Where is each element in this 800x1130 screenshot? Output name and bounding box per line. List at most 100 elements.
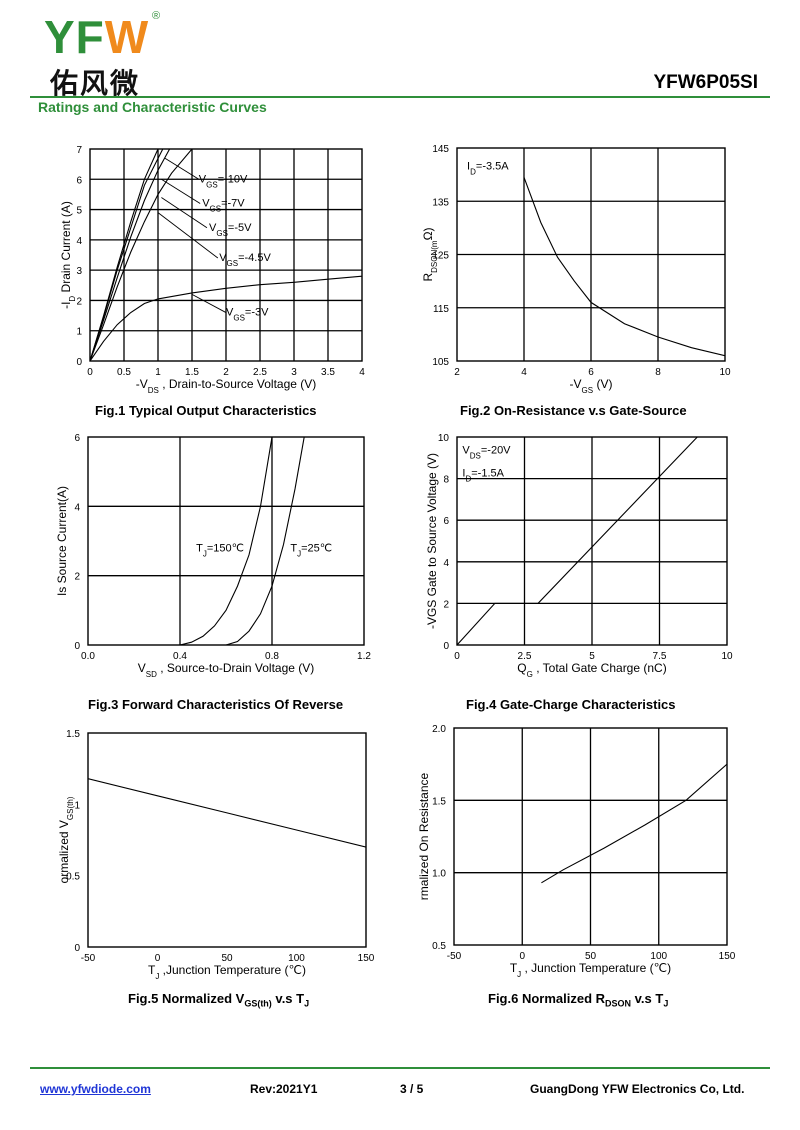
fig6-x-tick-label: 50 (585, 951, 597, 962)
fig1-plot-frame (89, 148, 363, 362)
fig1-series-line (90, 149, 171, 361)
fig4-x-tick-label: 7.5 (653, 651, 667, 662)
fig6-x-tick-label: 100 (650, 951, 667, 962)
fig4-y-tick-label: 0 (443, 641, 449, 652)
fig1-y-axis-label: -ID Drain Current (A) (59, 201, 77, 309)
fig5-y-tick-label: 1.5 (66, 729, 80, 740)
footer-divider (30, 1067, 770, 1069)
fig6-x-tick-label: -50 (447, 951, 462, 962)
fig1-x-tick-label: 0.5 (117, 367, 131, 378)
fig1-leader-line (161, 197, 208, 229)
fig4-plot-frame (456, 436, 728, 646)
fig3-x-axis-label: VSD , Source-to-Drain Voltage (V) (138, 661, 315, 679)
fig5-y-tick-label: 0.5 (66, 872, 80, 883)
fig6-series-line (541, 763, 727, 884)
fig1-x-tick-label: 0 (87, 367, 93, 378)
fig5-y-axis-label: ormalized VGS(th) (57, 796, 75, 883)
fig5-x-tick-label: 50 (221, 953, 233, 964)
fig2-x-tick-label: 6 (588, 367, 594, 378)
fig2-y-tick-label: 125 (432, 251, 449, 262)
fig4-annotation: VDS=-20V (462, 445, 511, 461)
fig5-x-tick-label: 150 (358, 953, 375, 964)
fig1-y-tick-label: 2 (76, 296, 82, 307)
fig3-caption: Fig.3 Forward Characteristics Of Reverse (88, 697, 344, 712)
fig6-y-tick-label: 0.5 (432, 941, 446, 952)
fig1-x-tick-label: 1.5 (185, 367, 199, 378)
fig1-leader-line (157, 212, 219, 259)
section-title: Ratings and Characteristic Curves (38, 99, 267, 115)
fig5-caption: Fig.5 Normalized VGS(th) v.s TJ (128, 991, 310, 1009)
fig4-y-tick-label: 6 (443, 516, 449, 527)
revision-label: Rev:2021Y1 (250, 1082, 318, 1096)
fig4-y-axis-label: -VGS Gate to Source Voltage (V) (425, 453, 439, 629)
fig2-caption: Fig.2 On-Resistance v.s Gate-Source (460, 403, 687, 418)
part-number: YFW6P05SI (653, 72, 758, 93)
fig6-y-tick-label: 2.0 (432, 724, 446, 735)
fig2-series-line (523, 177, 725, 357)
fig2-annotation: ID=-3.5A (467, 160, 509, 176)
fig3-x-tick-label: 0.8 (265, 651, 279, 662)
fig1-leader-line (161, 178, 201, 204)
fig5-plot-frame (87, 732, 367, 948)
fig2-y-tick-label: 135 (432, 197, 449, 208)
fig3-y-tick-label: 0 (74, 641, 80, 652)
fig1-series-line (90, 149, 193, 361)
page-number: 3 / 5 (400, 1082, 424, 1096)
fig1-y-tick-label: 3 (76, 266, 82, 277)
registered-mark: ® (152, 10, 161, 22)
fig3-annotation: TJ=25℃ (290, 542, 332, 558)
fig6-y-axis-label: rmalized On Resistance (417, 772, 431, 900)
fig2-y-tick-label: 105 (432, 357, 449, 368)
website-link[interactable]: www.yfwdiode.com (40, 1082, 151, 1096)
fig1-y-tick-label: 5 (76, 206, 82, 217)
fig2-x-tick-label: 4 (521, 367, 527, 378)
fig1-x-tick-label: 2 (223, 367, 229, 378)
fig1-annotation: VGS=-4.5V (219, 252, 271, 268)
fig5-series-line (88, 778, 366, 848)
fig3-y-tick-label: 4 (74, 502, 80, 513)
fig1-y-tick-label: 7 (76, 145, 82, 156)
fig2-y-axis-label: RDSON(mΩ) (421, 227, 439, 281)
fig1-leader-line (191, 293, 227, 313)
brand-chinese-name: 佑风微 (50, 67, 141, 100)
brand-logo-word: YFW (44, 11, 150, 63)
fig1-x-tick-label: 2.5 (253, 367, 267, 378)
fig1-annotation: VGS=-5V (209, 222, 252, 238)
fig5-x-tick-label: 100 (288, 953, 305, 964)
fig1-x-axis-label: -VDS , Drain-to-Source Voltage (V) (136, 377, 317, 395)
fig2-x-tick-label: 8 (655, 367, 661, 378)
fig1-x-tick-label: 3 (291, 367, 297, 378)
fig3-x-tick-label: 0.4 (173, 651, 187, 662)
fig5-y-tick-label: 0 (74, 943, 80, 954)
fig1-y-tick-label: 6 (76, 175, 82, 186)
fig3-x-tick-label: 0.0 (81, 651, 95, 662)
fig1-leader-line (164, 157, 200, 180)
fig2-x-axis-label: -VGS (V) (570, 377, 613, 395)
brand-logo: YFW ® 佑风微 (30, 8, 180, 100)
fig3-y-axis-label: Is Source Current(A) (55, 486, 69, 596)
fig1-x-tick-label: 4 (359, 367, 365, 378)
company-name: GuangDong YFW Electronics Co, Ltd. (530, 1082, 745, 1096)
fig4-x-tick-label: 2.5 (518, 651, 532, 662)
fig1-annotation: VGS=-10V (199, 173, 248, 189)
fig4-series-line (457, 437, 698, 645)
fig4-x-tick-label: 10 (721, 651, 733, 662)
fig2-x-tick-label: 2 (454, 367, 460, 378)
fig1-y-tick-label: 0 (76, 357, 82, 368)
fig1-y-tick-label: 1 (76, 327, 82, 338)
fig1-x-tick-label: 3.5 (321, 367, 335, 378)
fig5-x-tick-label: 0 (155, 953, 161, 964)
fig4-x-tick-label: 0 (454, 651, 460, 662)
fig1-series-line (90, 149, 164, 361)
fig1-y-tick-label: 4 (76, 236, 82, 247)
fig1-annotation: VGS=-3V (226, 307, 269, 323)
fig6-x-tick-label: 0 (519, 951, 525, 962)
header-divider (30, 96, 770, 98)
fig3-annotation: TJ=150℃ (196, 542, 244, 558)
fig4-y-tick-label: 10 (438, 433, 450, 444)
fig3-series-line (88, 437, 273, 645)
fig3-plot-frame (87, 436, 365, 646)
fig2-y-tick-label: 115 (433, 304, 449, 315)
fig4-annotation: ID=-1.5A (462, 468, 504, 484)
